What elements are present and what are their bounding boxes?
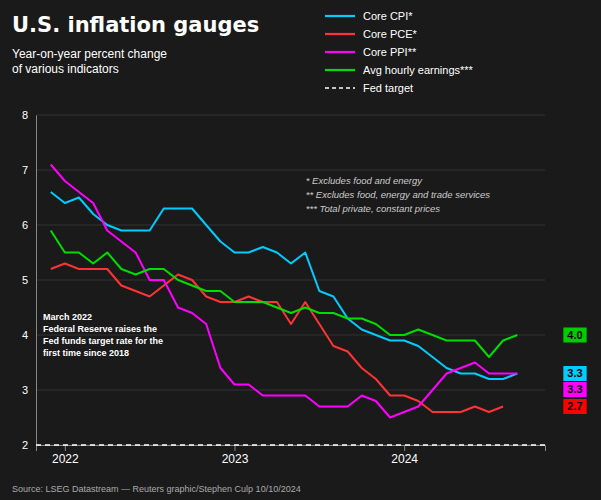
- end-label-text: 4.0: [567, 329, 582, 341]
- y-axis-line: [36, 116, 37, 446]
- grid-line: [36, 390, 545, 391]
- y-tick-label: 7: [22, 164, 28, 176]
- grid: [36, 115, 545, 445]
- y-tick: 6: [22, 219, 36, 231]
- legend-swatch: [325, 69, 355, 71]
- end-label-box: [563, 382, 586, 397]
- x-axis-line: [37, 446, 546, 452]
- subtitle: Year-on-year percent changeof various in…: [12, 47, 167, 76]
- legend-label: Fed target: [363, 82, 413, 94]
- reference-line: [36, 444, 545, 445]
- legend-item: Core PCE*: [325, 28, 418, 40]
- end-label-text: 2.7: [567, 400, 582, 412]
- y-tick: 3: [22, 384, 36, 396]
- legend-item: Core CPI*: [325, 10, 413, 22]
- series-line: [51, 165, 518, 418]
- legend-item: Core PPI**: [325, 46, 417, 58]
- legend-label: Avg hourly earnings***: [363, 64, 474, 76]
- annotation-line: March 2022: [43, 312, 92, 322]
- annotation-line: Fed funds target rate for the: [43, 336, 163, 346]
- grid-line: [36, 225, 545, 226]
- y-axis: 2 3 4 5 6 7 8: [22, 109, 37, 451]
- end-label-box: [563, 366, 586, 381]
- y-tick-label: 3: [22, 384, 28, 396]
- x-tick: 2022: [52, 445, 79, 466]
- annotation: March 2022 Federal Reserve raises the Fed …: [43, 312, 163, 358]
- legend-label: Core CPI*: [363, 10, 413, 22]
- end-label: 4.0: [563, 328, 586, 343]
- y-tick-label: 8: [22, 109, 28, 121]
- grid-line: [36, 115, 545, 116]
- footnote-line: * Excludes food and energy: [306, 175, 423, 186]
- y-tick: 2: [22, 439, 36, 451]
- x-tick-mark: [65, 445, 66, 451]
- x-tick: 2024: [391, 445, 418, 466]
- end-labels: 4.0 3.3 3.3 2.7: [563, 328, 586, 415]
- legend-label: Core PPI**: [363, 46, 417, 58]
- y-tick-label: 2: [22, 439, 28, 451]
- end-label-box: [563, 328, 586, 343]
- source: Source: LSEG Datastream — Reuters graphi…: [12, 484, 301, 494]
- x-tick-label: 2022: [52, 452, 79, 466]
- title: U.S. inflation gauges: [12, 13, 259, 37]
- end-label-text: 3.3: [567, 367, 582, 379]
- end-label: 2.7: [563, 399, 586, 414]
- chart: 2345678202220232024U.S. inflation gauges…: [0, 0, 601, 500]
- x-axis: 2022 2023 2024: [37, 445, 546, 466]
- x-tick-mark: [235, 445, 236, 451]
- texts: U.S. inflation gauges Year-on-year percen…: [12, 13, 490, 494]
- legend-label: Core PCE*: [363, 28, 418, 40]
- grid-line: [36, 280, 545, 281]
- legend-swatch: [325, 15, 355, 17]
- y-tick: 5: [22, 274, 36, 286]
- subtitle-line: Year-on-year percent change: [12, 47, 167, 61]
- end-label-text: 3.3: [567, 383, 582, 395]
- y-tick-label: 4: [22, 329, 28, 341]
- subtitle-line: of various indicators: [12, 62, 119, 76]
- y-tick: 8: [22, 109, 36, 121]
- legend-swatch: [325, 33, 355, 35]
- legend: Core CPI* Core PCE* Core PPI** Avg hourly e…: [325, 10, 474, 94]
- y-tick-label: 5: [22, 274, 28, 286]
- annotation-line: first time since 2018: [43, 348, 129, 358]
- x-tick-label: 2024: [391, 452, 418, 466]
- grid-line: [36, 170, 545, 171]
- legend-swatch: [325, 51, 355, 53]
- legend-item: Avg hourly earnings***: [325, 64, 474, 76]
- y-tick: 4: [22, 329, 36, 341]
- legend-swatch: [325, 87, 355, 89]
- y-tick: 7: [22, 164, 36, 176]
- x-tick-mark: [404, 445, 405, 451]
- footnote-line: *** Total private, constant prices: [306, 203, 441, 214]
- end-label: 3.3: [563, 382, 586, 397]
- footnote: * Excludes food and energy ** Excludes fo…: [306, 175, 491, 214]
- y-tick-label: 6: [22, 219, 28, 231]
- annotation-line: Federal Reserve raises the: [43, 324, 157, 334]
- plot-area: [36, 165, 545, 446]
- legend-item: Fed target: [325, 82, 413, 94]
- x-tick-label: 2023: [222, 452, 249, 466]
- x-tick: 2023: [222, 445, 249, 466]
- footnote-line: ** Excludes food, energy and trade servi…: [306, 189, 491, 200]
- end-label: 3.3: [563, 366, 586, 381]
- grid-line: [36, 445, 545, 446]
- end-label-box: [563, 399, 586, 414]
